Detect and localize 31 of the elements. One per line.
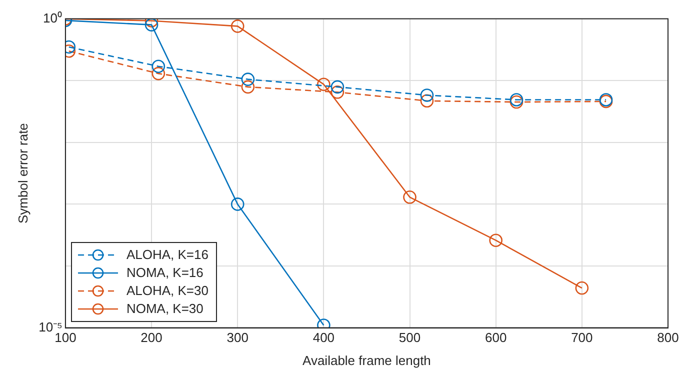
point [489,234,502,248]
point [241,80,255,94]
point [144,18,158,32]
point [330,86,344,99]
point [510,95,524,109]
point [152,60,166,74]
x-axis-title: Available frame length [302,352,431,368]
legend-label: ALOHA, K=30 [126,283,208,298]
point [317,78,330,91]
point [152,66,166,80]
point [420,88,434,102]
x-tick-label: 300 [226,330,248,346]
x-tick-label: 200 [140,330,162,346]
point [403,190,416,204]
point [575,281,589,295]
point [230,198,244,211]
point [330,80,344,94]
x-tick-label: 700 [571,330,593,346]
y-tick-label: 10⁰ [42,10,62,26]
y-axis-title: Symbol error rate [15,123,30,224]
x-tick-label: 800 [657,330,679,346]
point [230,20,244,33]
point [510,93,524,106]
x-tick-label: 600 [484,330,507,346]
x-tick-label: 400 [312,330,335,346]
legend-label: ALOHA, K=16 [126,247,208,262]
x-tick-label: 500 [398,330,421,346]
legend-label: NOMA, K=30 [126,301,204,316]
legend-label: NOMA, K=16 [126,265,204,280]
point [241,72,255,86]
point [420,94,434,108]
